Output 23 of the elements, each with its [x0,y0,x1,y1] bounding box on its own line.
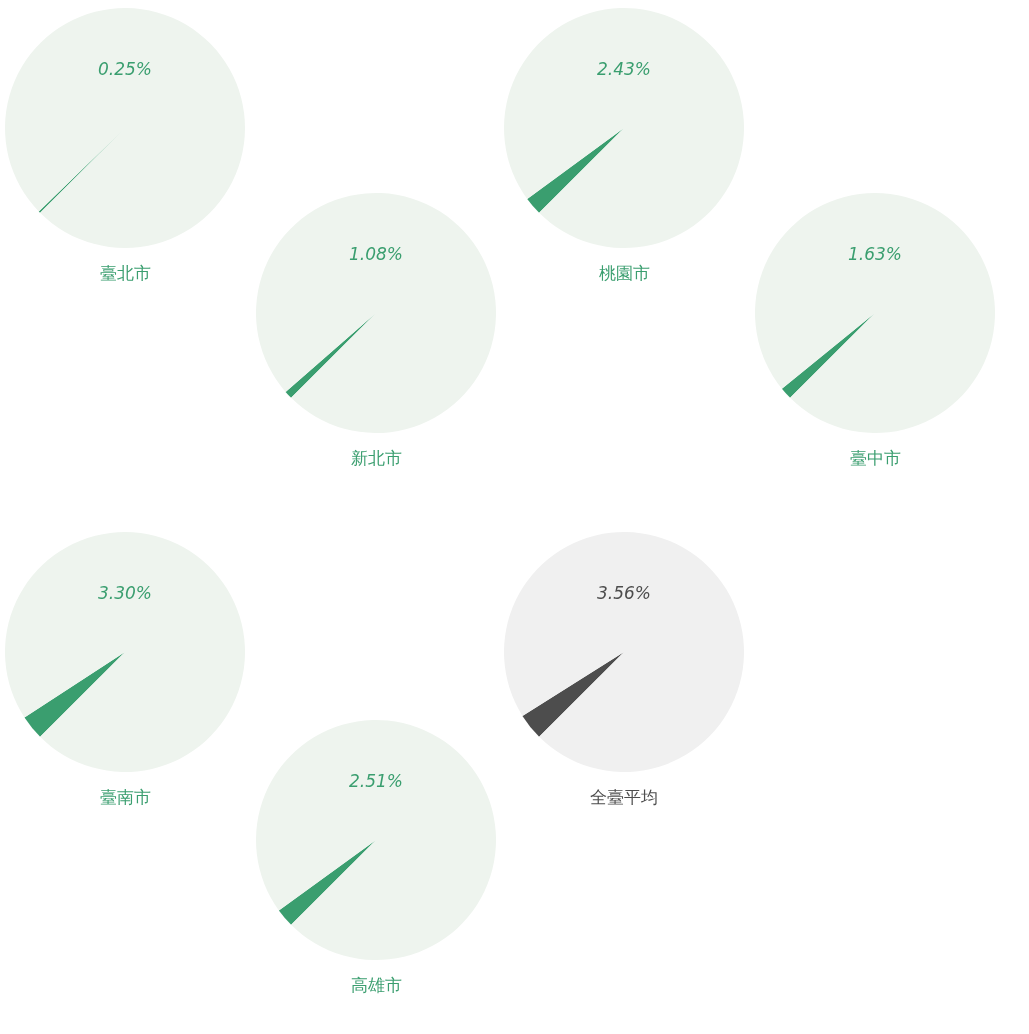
text: 1.63% [847,244,903,265]
text: 0.25% [97,59,153,80]
text: 2.43% [596,59,652,80]
text: 3.56% [596,583,652,604]
text: 臺北市 [99,263,151,283]
pie-slice [256,720,496,960]
text: 2.51% [348,771,404,792]
pie-slice [5,8,245,248]
text: 1.08% [348,244,404,265]
text: 新北市 [350,448,402,468]
pie-slice [256,193,496,433]
text: 臺南市 [99,787,151,807]
pie-slice [5,532,245,772]
pie-slice [522,652,624,737]
text: 全臺平均 [590,787,658,807]
pie-slice [24,652,125,737]
pie-slice [504,532,744,772]
text: 臺中市 [849,448,901,468]
text: 桃園市 [598,263,650,283]
pie-slice [504,8,744,248]
text: 3.30% [97,583,153,604]
pie-slice [755,193,995,433]
text: 高雄市 [350,975,402,995]
